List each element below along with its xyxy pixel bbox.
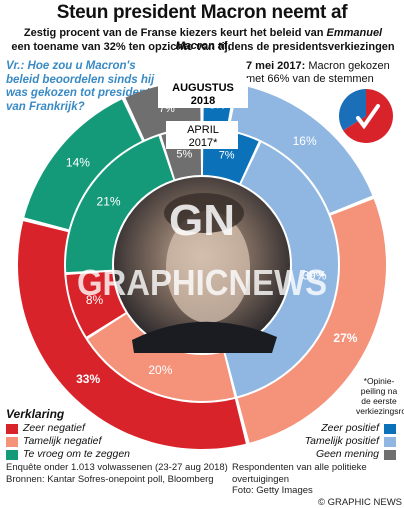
photo-credit: Foto: Getty Images bbox=[232, 485, 402, 497]
copyright: © GRAPHIC NEWS bbox=[232, 497, 402, 508]
ring-label-outer: AUGUSTUS bbox=[172, 82, 234, 94]
segment-label-outer-1: 16% bbox=[293, 134, 317, 148]
legend-label: Geen mening bbox=[316, 448, 379, 461]
legend-label: Zeer positief bbox=[321, 422, 379, 435]
legend-swatch bbox=[6, 437, 18, 447]
segment-label-inner-4: 21% bbox=[97, 194, 121, 208]
segment-label-inner-0: 7% bbox=[219, 150, 235, 162]
legend-label: Tamelijk positief bbox=[305, 435, 379, 448]
segment-label-outer-2: 27% bbox=[333, 331, 357, 345]
election-pie bbox=[339, 89, 393, 143]
legend-swatch bbox=[384, 437, 396, 447]
segment-label-inner-1: 39% bbox=[302, 269, 326, 283]
ring-label-inner: APRIL bbox=[187, 124, 219, 136]
segment-label-inner-5: 5% bbox=[176, 148, 192, 160]
ring-label-outer-year: 2018 bbox=[191, 95, 215, 107]
legend-item-te-vroeg: Te vroeg om te zeggen bbox=[6, 448, 130, 461]
legend-item-tamelijk-negatief: Tamelijk negatief bbox=[6, 435, 130, 448]
segment-label-inner-3: 8% bbox=[86, 293, 104, 307]
segment-label-outer-3: 33% bbox=[76, 372, 100, 386]
legend-label: Tamelijk negatief bbox=[23, 435, 101, 448]
segment-label-outer-4: 14% bbox=[66, 155, 90, 169]
legend-title: Verklaring bbox=[6, 407, 64, 421]
legend-positive: Zeer positief Tamelijk positief Geen men… bbox=[305, 422, 396, 461]
survey-info: Enquête onder 1.013 volwassenen (23-27 a… bbox=[6, 462, 228, 474]
legend-swatch bbox=[6, 424, 18, 434]
legend-item-geen-mening: Geen mening bbox=[305, 448, 396, 461]
legend-swatch bbox=[384, 450, 396, 460]
sources: Bronnen: Kantar Sofres-onepoint poll, Bl… bbox=[6, 474, 228, 486]
footer-left: Enquête onder 1.013 volwassenen (23-27 a… bbox=[6, 462, 228, 485]
segment-label-inner-2: 20% bbox=[148, 363, 172, 377]
footnote: *Opinie-peiling na de eerste verkiezings… bbox=[356, 376, 402, 416]
footer-right: Respondenten van alle politieke overtuig… bbox=[232, 462, 402, 508]
watermark-logo: GN bbox=[169, 196, 235, 245]
respondents-note: Respondenten van alle politieke overtuig… bbox=[232, 462, 402, 485]
legend-negative: Zeer negatief Tamelijk negatief Te vroeg… bbox=[6, 422, 130, 461]
watermark-text: GRAPHICNEWS bbox=[77, 262, 327, 303]
legend-label: Zeer negatief bbox=[23, 422, 85, 435]
legend-label: Te vroeg om te zeggen bbox=[23, 448, 130, 461]
ring-label-inner-year: 2017* bbox=[189, 137, 218, 149]
legend-swatch bbox=[384, 424, 396, 434]
legend-item-zeer-negatief: Zeer negatief bbox=[6, 422, 130, 435]
legend-item-zeer-positief: Zeer positief bbox=[305, 422, 396, 435]
legend-item-tamelijk-positief: Tamelijk positief bbox=[305, 435, 396, 448]
legend-swatch bbox=[6, 450, 18, 460]
